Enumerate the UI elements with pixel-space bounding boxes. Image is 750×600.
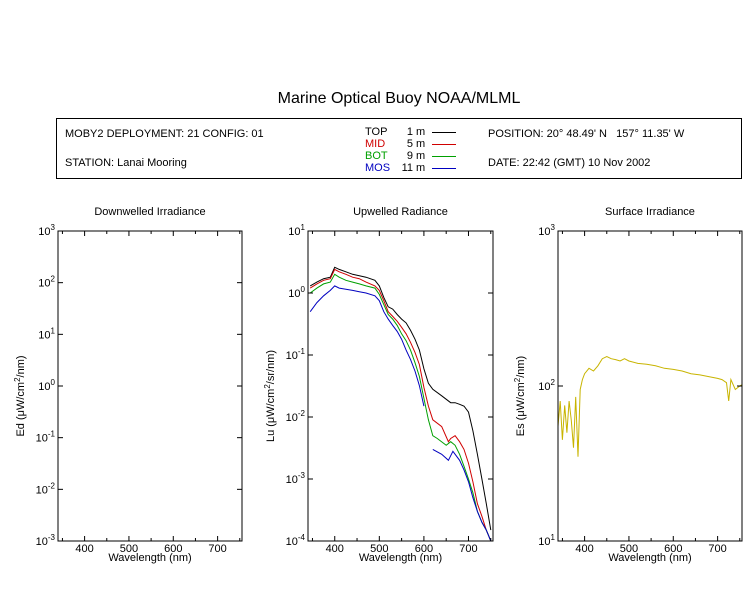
legend-line-mid <box>432 144 456 145</box>
x-axis-label: Wavelength (nm) <box>108 552 191 564</box>
y-tick-label: 10-2 <box>36 481 56 496</box>
y-tick-label: 101 <box>288 223 305 238</box>
x-axis-label: Wavelength (nm) <box>608 552 691 564</box>
x-tick-label: 500 <box>120 543 138 555</box>
y-tick-label: 102 <box>538 378 555 393</box>
legend-unit-mos: m <box>416 162 426 174</box>
position-text: POSITION: 20° 48.49' N 157° 11.35' W <box>488 128 685 140</box>
y-tick-label: 10-3 <box>36 533 56 548</box>
y-tick-label: 102 <box>38 275 55 290</box>
legend-label-mid: MID <box>365 138 386 150</box>
series-line-mid <box>309 268 492 541</box>
x-axis-label: Wavelength (nm) <box>359 552 442 564</box>
x-tick-label: 500 <box>370 543 388 555</box>
y-tick-label: 103 <box>538 223 555 238</box>
legend-unit-mid: m <box>416 138 426 150</box>
plot-frame <box>307 230 494 542</box>
y-tick-label: 10-1 <box>286 347 306 362</box>
legend-unit-top: m <box>416 126 426 138</box>
series-line-mos <box>309 285 425 407</box>
deployment-text: MOBY2 DEPLOYMENT: 21 CONFIG: 01 <box>65 128 264 140</box>
date-text: DATE: 22:42 (GMT) 10 Nov 2002 <box>488 157 651 169</box>
chart-title: Upwelled Radiance <box>353 206 448 218</box>
series-line-bot <box>309 273 492 541</box>
chart-upwelled-radiance: Upwelled Radiance 400 500 600 700 10-4 10-3 10-… <box>263 206 494 564</box>
y-tick-label: 100 <box>38 378 55 393</box>
chart-title: Surface Irradiance <box>605 206 695 218</box>
x-tick-label: 600 <box>664 543 682 555</box>
legend-depth-top: 1 <box>406 126 413 138</box>
x-tick-label: 400 <box>75 543 93 555</box>
series-line-es <box>558 355 742 457</box>
chart-surface-irradiance: Surface Irradiance 400 500 600 700 101 102 103 W… <box>513 206 743 564</box>
y-tick-label: 10-2 <box>286 409 306 424</box>
page-title: Marine Optical Buoy NOAA/MLML <box>277 90 521 107</box>
info-box: MOBY2 DEPLOYMENT: 21 CONFIG: 01 STATION:… <box>56 118 742 179</box>
legend-label-mos: MOS <box>365 162 391 174</box>
y-tick-label: 103 <box>38 223 55 238</box>
legend-depth-bot: 9 <box>406 150 413 162</box>
y-axis-label: Es (μW/cm2/nm) <box>513 356 527 436</box>
chart-downwelled-irradiance: Downwelled Irradiance 400 500 600 700 10-3 10-… <box>13 206 243 564</box>
legend-line-mos <box>432 168 456 169</box>
legend-depth-mid: 5 <box>406 138 413 150</box>
y-tick-label: 10-3 <box>286 471 306 486</box>
series-line-top <box>309 266 492 531</box>
y-tick-label: 10-4 <box>286 533 306 548</box>
series-line-mos <box>432 448 492 541</box>
x-tick-label: 700 <box>708 543 726 555</box>
station-text: STATION: Lanai Mooring <box>65 157 187 169</box>
x-tick-label: 700 <box>208 543 226 555</box>
x-tick-label: 400 <box>575 543 593 555</box>
legend-line-top <box>432 132 456 133</box>
x-tick-label: 600 <box>164 543 182 555</box>
y-tick-label: 100 <box>288 285 305 300</box>
plot-frame <box>557 230 743 542</box>
y-axis-label: Ed (μW/cm2/nm) <box>13 355 27 436</box>
x-tick-label: 400 <box>326 543 344 555</box>
x-tick-label: 600 <box>415 543 433 555</box>
x-tick-label: 700 <box>459 543 477 555</box>
legend-label-top: TOP <box>365 126 388 138</box>
legend-unit-bot: m <box>416 150 426 162</box>
legend-line-bot <box>432 156 456 157</box>
y-axis-label: Lu (μW/cm2/sr/nm) <box>263 350 277 442</box>
y-tick-label: 10-1 <box>36 430 56 445</box>
y-tick-label: 101 <box>538 533 555 548</box>
legend-label-bot: BOT <box>365 150 388 162</box>
chart-title: Downwelled Irradiance <box>94 206 205 218</box>
plot-frame <box>57 230 243 542</box>
x-tick-label: 500 <box>620 543 638 555</box>
y-tick-label: 101 <box>38 326 55 341</box>
legend-depth-mos: 11 <box>401 162 413 174</box>
